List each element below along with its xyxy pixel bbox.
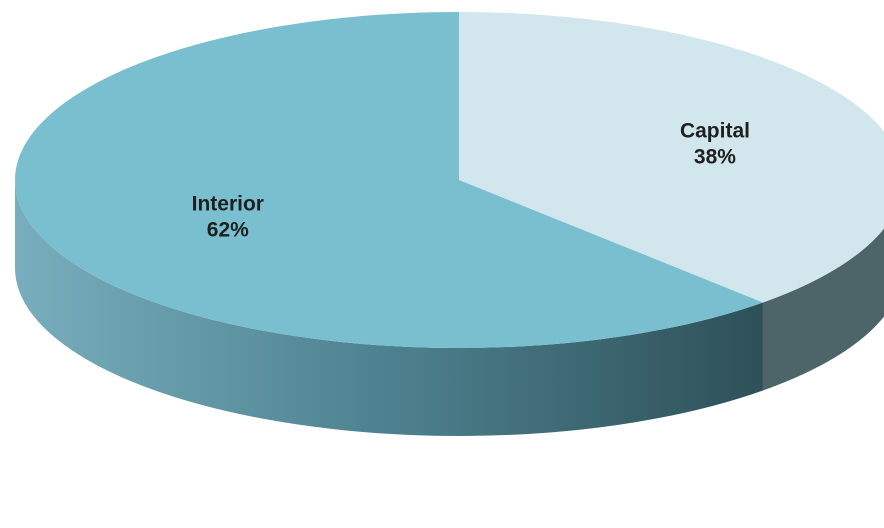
pie-slice-capital <box>459 12 884 303</box>
pie-side-interior <box>15 180 763 437</box>
pie-side-walls <box>15 180 884 437</box>
pie-labels: Capital 38% Interior 62% <box>192 120 750 242</box>
pie-top-faces <box>15 12 884 348</box>
pie-label-capital: Capital <box>680 120 750 143</box>
pie-value-interior: 62% <box>207 219 249 242</box>
pie-value-capital: 38% <box>694 146 736 169</box>
pie-side-capital <box>762 228 884 391</box>
pie-slice-interior <box>15 12 763 348</box>
pie-label-interior: Interior <box>192 193 264 216</box>
